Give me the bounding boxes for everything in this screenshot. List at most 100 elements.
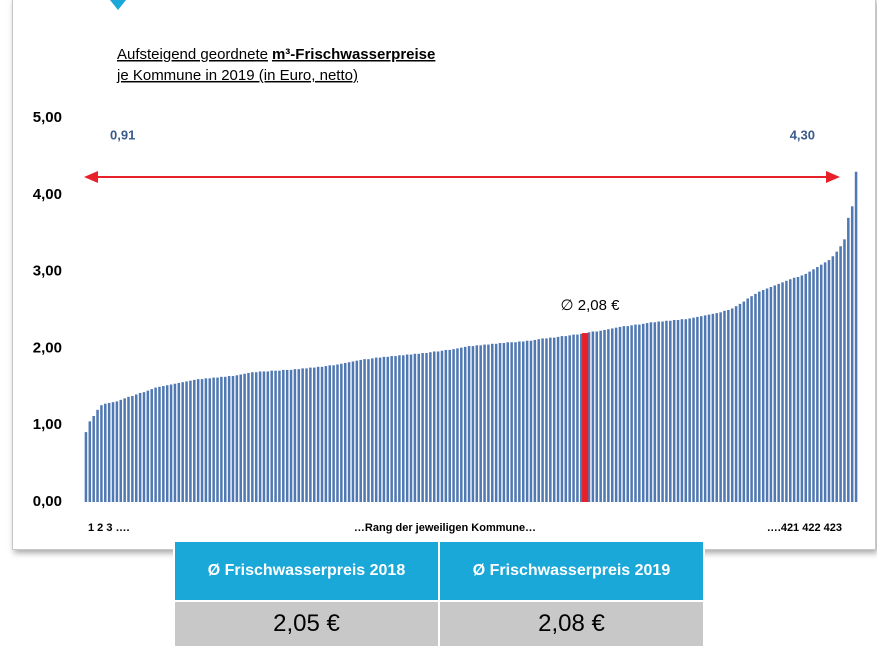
- bar: [343, 362, 347, 502]
- bar: [533, 339, 537, 502]
- bar: [142, 392, 146, 502]
- bar: [185, 381, 188, 502]
- bar: [378, 357, 382, 502]
- bar: [324, 366, 328, 502]
- bar: [727, 310, 730, 502]
- bar: [518, 341, 521, 502]
- bar: [282, 369, 285, 502]
- bar: [436, 351, 440, 502]
- bar: [661, 321, 664, 502]
- bar: [626, 326, 629, 502]
- bar: [819, 264, 823, 502]
- bar: [154, 387, 157, 502]
- bar: [429, 352, 432, 502]
- bar: [162, 386, 165, 502]
- bar: [777, 283, 780, 502]
- summary-table: Ø Frischwasserpreis 2018 Ø Frischwasserp…: [173, 540, 705, 648]
- bar: [367, 359, 370, 502]
- bar: [680, 319, 684, 502]
- bar: [243, 373, 246, 502]
- bar: [88, 421, 92, 502]
- bar: [537, 339, 540, 502]
- bar: [715, 313, 719, 502]
- bar: [262, 371, 266, 502]
- bar: [417, 353, 421, 502]
- bar: [316, 366, 320, 502]
- bar: [541, 338, 544, 502]
- bar: [703, 315, 707, 502]
- bar: [289, 369, 293, 502]
- bar: [266, 371, 270, 502]
- bar: [421, 353, 424, 502]
- y-tick-label: 4,00: [33, 186, 62, 203]
- bar: [568, 335, 571, 502]
- bar: [216, 377, 219, 502]
- bar: [204, 378, 208, 502]
- max-label: 4,30: [790, 127, 815, 142]
- bar: [552, 337, 556, 502]
- bar: [649, 322, 653, 502]
- bar: [684, 319, 688, 502]
- bar: [630, 325, 633, 502]
- bar: [587, 332, 591, 502]
- bar: [514, 342, 517, 502]
- bar: [638, 324, 641, 502]
- bar: [521, 341, 525, 502]
- title-bold: m³-Frischwasserpreise: [272, 46, 435, 63]
- bar: [254, 372, 258, 502]
- bar: [158, 386, 161, 502]
- bar: [301, 368, 304, 502]
- bar: [363, 359, 366, 502]
- value-cell: 2,08 €: [438, 600, 705, 648]
- bar: [92, 415, 95, 502]
- bar: [405, 354, 409, 502]
- bar: [336, 364, 339, 502]
- y-tick-label: 0,00: [33, 493, 62, 510]
- bar: [653, 322, 657, 502]
- x-start-label: 1 2 3 ….: [88, 522, 130, 534]
- bar: [146, 390, 150, 502]
- bar: [576, 334, 579, 502]
- bar: [270, 370, 273, 502]
- bar: [676, 319, 680, 502]
- bar: [297, 369, 301, 502]
- bar: [208, 378, 212, 502]
- bar: [491, 343, 494, 502]
- bar: [672, 319, 676, 502]
- bar: [525, 340, 529, 502]
- bar: [251, 372, 254, 502]
- bar: [258, 371, 262, 502]
- bar: [785, 280, 788, 502]
- bar: [688, 318, 691, 502]
- bar: [645, 323, 649, 502]
- bar: [309, 367, 312, 502]
- bar: [100, 405, 103, 502]
- value-cell: 2,05 €: [173, 600, 440, 648]
- bar: [231, 376, 235, 502]
- range-arrow: [84, 171, 840, 183]
- arrow-head: [84, 171, 98, 183]
- bar: [696, 316, 699, 502]
- bar: [467, 346, 471, 502]
- bar: [274, 370, 277, 502]
- bar: [104, 403, 107, 502]
- bar: [816, 266, 819, 502]
- bar: [734, 306, 738, 502]
- bar: [169, 384, 173, 502]
- arrow-head: [826, 171, 840, 183]
- bar: [719, 312, 722, 502]
- bar: [138, 392, 142, 502]
- bar: [247, 372, 250, 502]
- bar: [463, 346, 467, 502]
- bar: [750, 296, 753, 502]
- bar: [84, 432, 88, 502]
- bar: [200, 379, 204, 502]
- x-axis-label: …Rang der jeweiligen Kommune…: [354, 522, 536, 534]
- bar: [827, 260, 831, 502]
- bar: [773, 285, 777, 502]
- bar: [847, 217, 850, 502]
- bar: [789, 279, 792, 502]
- bar: [134, 394, 138, 502]
